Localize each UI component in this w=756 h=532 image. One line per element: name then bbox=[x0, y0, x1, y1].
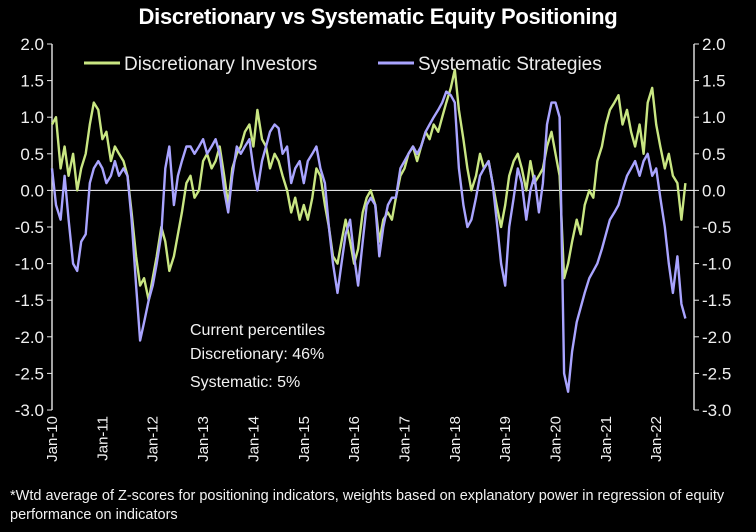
y-tick-label-right: -1.0 bbox=[702, 255, 731, 274]
y-tick-label-left: 1.5 bbox=[20, 72, 44, 91]
y-tick-label-left: -0.5 bbox=[15, 218, 44, 237]
x-tick-label: Jan-12 bbox=[145, 416, 162, 462]
x-tick-label: Jan-22 bbox=[648, 416, 665, 462]
y-tick-label-left: 0.5 bbox=[20, 145, 44, 164]
annotation-discretionary-percentile: Discretionary: 46% bbox=[190, 346, 325, 363]
x-tick-label: Jan-11 bbox=[94, 416, 111, 461]
y-tick-label-left: -1.0 bbox=[15, 255, 44, 274]
y-tick-label-right: 1.0 bbox=[702, 108, 726, 127]
chart-axes: 2.0 2.0 1.5 1.5 1.0 1.0 0.5 0.5 0.0 0.0 -0.5 -0.5 -1… bbox=[15, 35, 732, 462]
x-tick-label: Jan-18 bbox=[447, 416, 464, 462]
y-tick-label-left: 1.0 bbox=[20, 108, 44, 127]
chart-legend: Discretionary Investors Systematic Strate… bbox=[84, 54, 602, 75]
y-tick-label-right: -2.0 bbox=[702, 328, 731, 347]
y-tick-label-right: -0.5 bbox=[702, 218, 731, 237]
line-chart: 2.0 2.0 1.5 1.5 1.0 1.0 0.5 0.5 0.0 0.0 -0.5 -0.5 -1… bbox=[15, 35, 732, 462]
y-tick-label-left: -2.5 bbox=[15, 364, 44, 383]
chart-title: Discretionary vs Systematic Equity Posit… bbox=[138, 4, 618, 29]
series-line-systematic-strategies bbox=[50, 90, 687, 393]
y-tick-label-right: 2.0 bbox=[702, 35, 726, 54]
y-tick-label-left: 2.0 bbox=[20, 35, 44, 54]
footnote: *Wtd average of Z-scores for positioning… bbox=[10, 488, 725, 523]
x-tick-label: Jan-13 bbox=[195, 416, 212, 462]
y-tick-label-right: 0.5 bbox=[702, 145, 726, 164]
y-tick-label-right: -2.5 bbox=[702, 364, 731, 383]
chart-series bbox=[50, 68, 687, 393]
x-tick-label: Jan-20 bbox=[548, 416, 565, 462]
series-line-discretionary-investors bbox=[50, 68, 687, 302]
x-tick-label: Jan-17 bbox=[396, 416, 413, 462]
x-tick-label: Jan-19 bbox=[497, 416, 514, 462]
y-tick-label-left: 0.0 bbox=[20, 181, 44, 200]
x-tick-label: Jan-10 bbox=[44, 416, 61, 462]
x-tick-label: Jan-21 bbox=[598, 416, 615, 462]
x-tick-label: Jan-14 bbox=[245, 416, 262, 462]
y-tick-label-right: -1.5 bbox=[702, 291, 731, 310]
annotation-systematic-percentile: Systematic: 5% bbox=[190, 374, 301, 391]
y-tick-label-left: -2.0 bbox=[15, 328, 44, 347]
legend-label: Systematic Strategies bbox=[418, 54, 602, 75]
y-tick-label-right: 0.0 bbox=[702, 181, 726, 200]
y-tick-label-left: -1.5 bbox=[15, 291, 44, 310]
annotation-percentiles-heading: Current percentiles bbox=[190, 322, 326, 339]
y-tick-label-left: -3.0 bbox=[15, 401, 44, 420]
y-tick-label-right: 1.5 bbox=[702, 72, 726, 91]
x-tick-label: Jan-15 bbox=[296, 416, 313, 462]
x-tick-label: Jan-16 bbox=[346, 416, 363, 462]
legend-label: Discretionary Investors bbox=[124, 54, 317, 75]
y-tick-label-right: -3.0 bbox=[702, 401, 731, 420]
